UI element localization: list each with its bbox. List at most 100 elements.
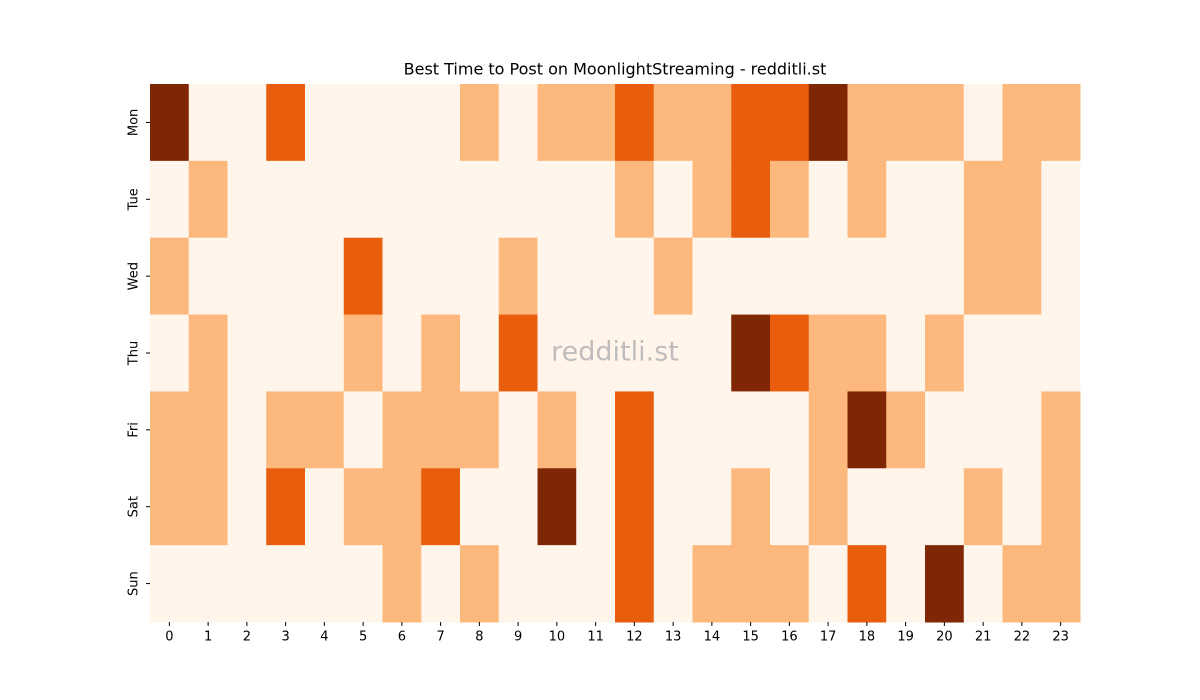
x-tick-label: 10 xyxy=(549,630,566,645)
heat-cell xyxy=(305,160,345,239)
heat-cell xyxy=(150,314,190,392)
heat-cell xyxy=(886,314,926,392)
heat-cell xyxy=(266,160,306,239)
heat-cell xyxy=(963,468,1003,546)
heat-cell xyxy=(460,84,500,162)
x-tick-label: 12 xyxy=(626,630,643,645)
heat-cell xyxy=(498,237,538,316)
heat-cell xyxy=(227,314,267,392)
y-tick-label: Fri xyxy=(127,422,142,438)
heat-cell xyxy=(886,237,926,316)
heat-cell xyxy=(615,468,655,546)
heat-cell xyxy=(1041,545,1081,623)
heat-cell xyxy=(731,468,771,546)
heat-cell xyxy=(460,468,500,546)
heat-cell xyxy=(925,160,965,239)
heat-cell xyxy=(343,391,383,469)
heat-cell xyxy=(227,545,267,623)
heat-cell xyxy=(150,545,190,623)
heat-cell xyxy=(731,314,771,392)
y-tick-label: Tue xyxy=(127,188,142,211)
heat-cell xyxy=(305,237,345,316)
heat-cell xyxy=(963,391,1003,469)
x-tick-label: 4 xyxy=(320,630,328,645)
heat-cell xyxy=(615,545,655,623)
heat-cell xyxy=(692,545,732,623)
x-tick-label: 0 xyxy=(165,630,173,645)
heat-cell xyxy=(847,237,887,316)
heat-cell xyxy=(847,545,887,623)
heat-cell xyxy=(847,84,887,162)
heat-cell xyxy=(382,160,422,239)
heat-cell xyxy=(615,160,655,239)
heat-cell xyxy=(421,468,461,546)
heat-cell xyxy=(770,160,810,239)
heat-cell xyxy=(382,237,422,316)
x-tick-label: 19 xyxy=(897,630,914,645)
heat-cell xyxy=(808,391,848,469)
x-tick-label: 18 xyxy=(859,630,876,645)
heat-cell xyxy=(808,84,848,162)
y-tick-label: Mon xyxy=(127,109,142,136)
x-tick-label: 6 xyxy=(398,630,406,645)
heat-cell xyxy=(1002,84,1042,162)
heat-cell xyxy=(305,468,345,546)
heat-cell xyxy=(227,468,267,546)
heat-cell xyxy=(925,314,965,392)
heat-cell xyxy=(770,237,810,316)
heat-cell xyxy=(421,160,461,239)
heat-cell xyxy=(343,314,383,392)
x-tick-label: 23 xyxy=(1052,630,1069,645)
heat-cell xyxy=(692,468,732,546)
heat-cell xyxy=(886,160,926,239)
heat-cell xyxy=(188,391,228,469)
heat-cell xyxy=(925,84,965,162)
heat-cell xyxy=(653,237,693,316)
heat-cell xyxy=(537,84,577,162)
heat-cell xyxy=(266,468,306,546)
x-tick-label: 13 xyxy=(665,630,682,645)
x-tick-label: 2 xyxy=(243,630,251,645)
heat-cell xyxy=(731,545,771,623)
heat-cell xyxy=(1002,237,1042,316)
heat-cell xyxy=(498,314,538,392)
heat-cell xyxy=(615,391,655,469)
y-tick-label: Thu xyxy=(127,341,142,366)
watermark: redditli.st xyxy=(551,337,679,368)
heat-cell xyxy=(188,237,228,316)
x-tick-label: 17 xyxy=(820,630,837,645)
heat-cell xyxy=(692,237,732,316)
heat-cell xyxy=(847,160,887,239)
x-tick-label: 22 xyxy=(1014,630,1031,645)
heat-cell xyxy=(188,84,228,162)
heat-cell xyxy=(421,314,461,392)
x-tick-label: 5 xyxy=(359,630,367,645)
heat-cell xyxy=(305,314,345,392)
x-tick-label: 15 xyxy=(742,630,759,645)
heat-cell xyxy=(731,84,771,162)
heat-cell xyxy=(653,545,693,623)
heat-cell xyxy=(808,545,848,623)
heat-cell xyxy=(266,545,306,623)
x-tick-label: 1 xyxy=(204,630,212,645)
heat-cell xyxy=(460,237,500,316)
heat-cell xyxy=(188,314,228,392)
heat-cell xyxy=(537,237,577,316)
heat-cell xyxy=(692,314,732,392)
heat-cell xyxy=(576,160,616,239)
heat-cell xyxy=(886,545,926,623)
heat-cell xyxy=(692,391,732,469)
heat-cell xyxy=(150,468,190,546)
heat-cell xyxy=(1002,391,1042,469)
heat-cell xyxy=(1041,237,1081,316)
heat-cell xyxy=(266,314,306,392)
heat-cell xyxy=(925,468,965,546)
heat-cell xyxy=(382,314,422,392)
heat-cell xyxy=(963,314,1003,392)
heat-cell xyxy=(770,545,810,623)
heat-cell xyxy=(963,84,1003,162)
heat-cell xyxy=(925,391,965,469)
heat-cell xyxy=(770,468,810,546)
heat-cell xyxy=(963,545,1003,623)
